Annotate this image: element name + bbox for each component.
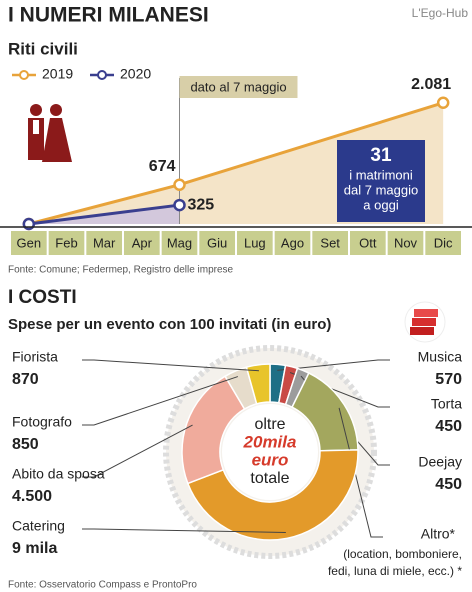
x-tick-label: Ott xyxy=(359,235,377,250)
point xyxy=(438,98,448,108)
callout-value: 31 xyxy=(370,145,392,166)
slice-label: Fotografo xyxy=(12,414,72,430)
x-tick-label: Mar xyxy=(93,235,116,250)
value-label: 674 xyxy=(149,158,176,175)
slice-label: Musica xyxy=(418,349,463,365)
center-text: euro xyxy=(252,450,289,469)
legend-label: 2019 xyxy=(42,66,73,82)
x-tick-label: Gen xyxy=(17,235,42,250)
x-tick-label: Mag xyxy=(167,235,192,250)
section-title: I COSTI xyxy=(8,287,77,308)
legend-marker xyxy=(98,71,106,79)
x-tick-label: Giu xyxy=(207,235,227,250)
value-label: 2.081 xyxy=(411,76,451,93)
money-icon xyxy=(405,302,445,342)
x-tick-label: Feb xyxy=(55,235,77,250)
x-tick-label: Nov xyxy=(394,235,418,250)
slice-label: Abito da sposa xyxy=(12,466,105,482)
slice-label: Torta xyxy=(431,396,462,412)
x-tick-label: Set xyxy=(320,235,340,250)
infographic: I NUMERI MILANESI L'Ego-Hub Riti civili … xyxy=(0,0,472,592)
slice-label: Altro* xyxy=(421,526,456,542)
brand: L'Ego-Hub xyxy=(412,6,469,20)
x-tick-label: Dic xyxy=(434,235,453,250)
center-text: totale xyxy=(250,470,289,487)
legend-marker xyxy=(20,71,28,79)
value-label: 9 mila xyxy=(12,540,57,557)
slice-label: Fiorista xyxy=(12,349,58,365)
value-label: 325 xyxy=(188,196,215,213)
slice-label: Catering xyxy=(12,518,65,534)
source: Fonte: Comune; Federmep, Registro delle … xyxy=(8,265,234,276)
value-label: 450 xyxy=(435,476,462,493)
value-label: 570 xyxy=(435,371,462,388)
x-tick-label: Lug xyxy=(244,235,266,250)
x-tick-label: Apr xyxy=(132,235,153,250)
center-text: oltre xyxy=(254,416,285,433)
callout-text: dal 7 maggio xyxy=(344,182,418,197)
callout-text: a oggi xyxy=(363,197,399,212)
chart-title: Riti civili xyxy=(8,39,78,58)
callout-text: i matrimoni xyxy=(349,167,413,182)
value-label: 4.500 xyxy=(12,488,52,505)
slice-label: Deejay xyxy=(418,454,462,470)
header-title: I NUMERI MILANESI xyxy=(8,4,209,27)
point xyxy=(175,180,185,190)
center-text: 20mila xyxy=(243,432,297,451)
value-label: 450 xyxy=(435,418,462,435)
source: Fonte: Osservatorio Compass e ProntoPro xyxy=(8,580,197,591)
value-label: 850 xyxy=(12,436,39,453)
annotation: dato al 7 maggio xyxy=(190,79,286,94)
x-tick-label: Ago xyxy=(281,235,304,250)
note: (location, bomboniere, xyxy=(343,547,462,561)
page: I NUMERI MILANESI L'Ego-Hub Riti civili … xyxy=(0,0,472,592)
note: fedi, luna di miele, ecc.) * xyxy=(328,564,462,578)
legend-label: 2020 xyxy=(120,66,151,82)
section-subtitle: Spese per un evento con 100 invitati (in… xyxy=(8,316,331,333)
point xyxy=(175,200,185,210)
value-label: 870 xyxy=(12,371,39,388)
